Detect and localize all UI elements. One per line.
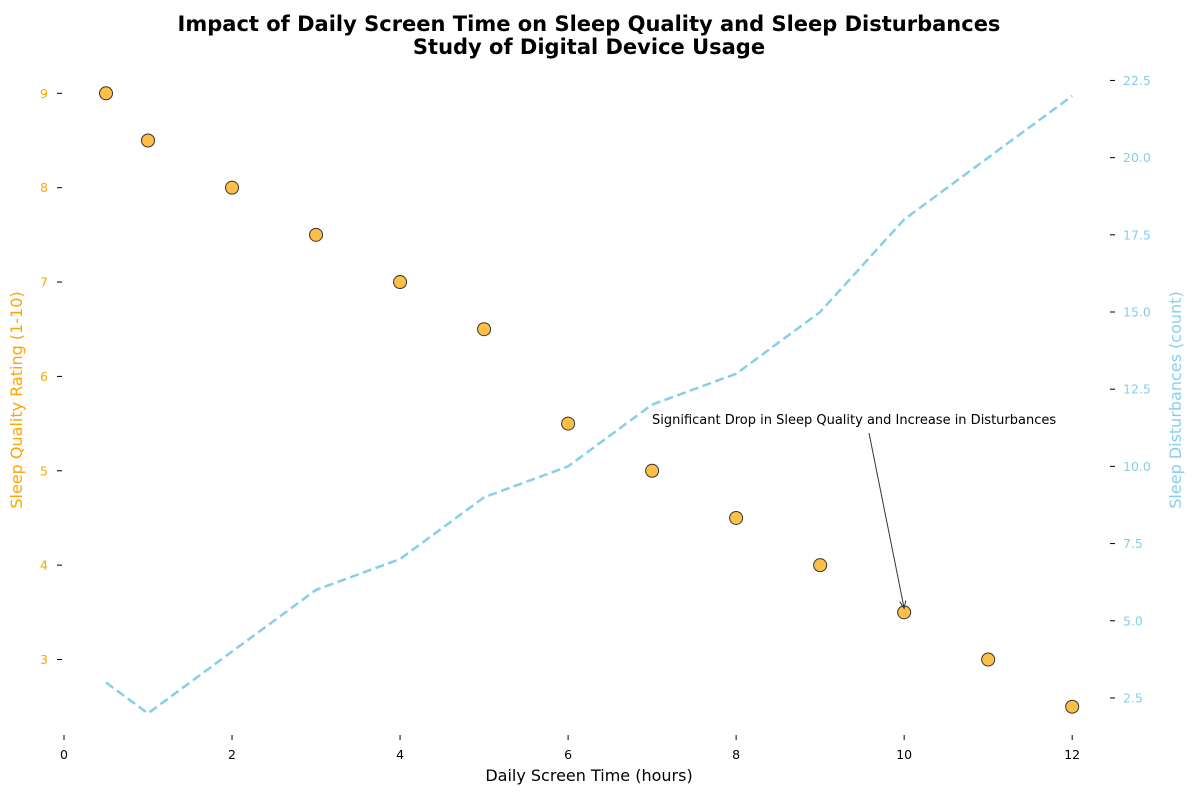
x-tick-label: 0 bbox=[60, 747, 68, 762]
x-tick-label: 8 bbox=[732, 747, 740, 762]
chart-title-line-2: Study of Digital Device Usage bbox=[413, 35, 765, 59]
y-left-tick-label: 6 bbox=[40, 369, 48, 384]
y-left-tick-label: 8 bbox=[40, 180, 48, 195]
sleep-quality-point bbox=[309, 227, 324, 242]
y-right-tick-label: 20.0 bbox=[1123, 150, 1151, 165]
annotation-arrow-head bbox=[899, 600, 907, 610]
y-axis-right: 2.5 5.0 7.5 10.0 12.5 15.0 17.5 20.0 22.5 bbox=[1110, 73, 1151, 705]
sleep-quality-point bbox=[561, 416, 576, 431]
sleep-quality-point bbox=[813, 558, 828, 573]
x-tick-label: 4 bbox=[396, 747, 404, 762]
y-right-tick-label: 5.0 bbox=[1123, 613, 1143, 628]
sleep-quality-point bbox=[141, 133, 156, 148]
x-tick-label: 6 bbox=[564, 747, 572, 762]
annotation-arrow-line bbox=[868, 432, 905, 609]
sleep-quality-point bbox=[645, 463, 660, 478]
sleep-quality-point bbox=[1065, 699, 1080, 714]
y-right-tick-label: 7.5 bbox=[1123, 536, 1143, 551]
sleep-disturbances-line bbox=[105, 94, 1073, 715]
x-tick-label: 12 bbox=[1064, 747, 1080, 762]
sleep-quality-point bbox=[729, 510, 744, 525]
chart-title-line-1: Impact of Daily Screen Time on Sleep Qua… bbox=[178, 12, 1001, 36]
y-axis-right-label: Sleep Disturbances (count) bbox=[1166, 291, 1185, 508]
y-left-tick-label: 4 bbox=[40, 558, 48, 573]
y-axis-left: 3 4 5 6 7 8 9 bbox=[40, 86, 62, 667]
sleep-quality-point bbox=[225, 180, 240, 195]
y-right-tick-label: 10.0 bbox=[1123, 459, 1151, 474]
y-left-tick-label: 9 bbox=[40, 86, 48, 101]
x-axis-label: Daily Screen Time (hours) bbox=[485, 766, 692, 785]
x-axis: 0 2 4 6 8 10 12 bbox=[60, 735, 1080, 762]
sleep-quality-point bbox=[981, 652, 996, 667]
x-tick-label: 10 bbox=[896, 747, 912, 762]
y-right-tick-label: 12.5 bbox=[1123, 382, 1151, 397]
y-right-tick-label: 2.5 bbox=[1123, 690, 1143, 705]
annotation-layer: Significant Drop in Sleep Quality and In… bbox=[652, 413, 1056, 610]
y-left-tick-label: 3 bbox=[40, 652, 48, 667]
y-right-tick-label: 22.5 bbox=[1123, 73, 1151, 88]
annotation-text: Significant Drop in Sleep Quality and In… bbox=[652, 413, 1056, 428]
sleep-quality-point bbox=[99, 86, 114, 101]
disturbances-line-layer bbox=[105, 94, 1073, 715]
y-right-tick-label: 15.0 bbox=[1123, 305, 1151, 320]
y-left-tick-label: 5 bbox=[40, 463, 48, 478]
y-axis-left-label: Sleep Quality Rating (1-10) bbox=[7, 291, 26, 508]
sleep-quality-points bbox=[99, 86, 1080, 714]
sleep-quality-point bbox=[393, 275, 408, 290]
y-left-tick-label: 7 bbox=[40, 275, 48, 290]
y-right-tick-label: 17.5 bbox=[1123, 227, 1151, 242]
sleep-quality-point bbox=[477, 322, 492, 337]
x-tick-label: 2 bbox=[228, 747, 236, 762]
